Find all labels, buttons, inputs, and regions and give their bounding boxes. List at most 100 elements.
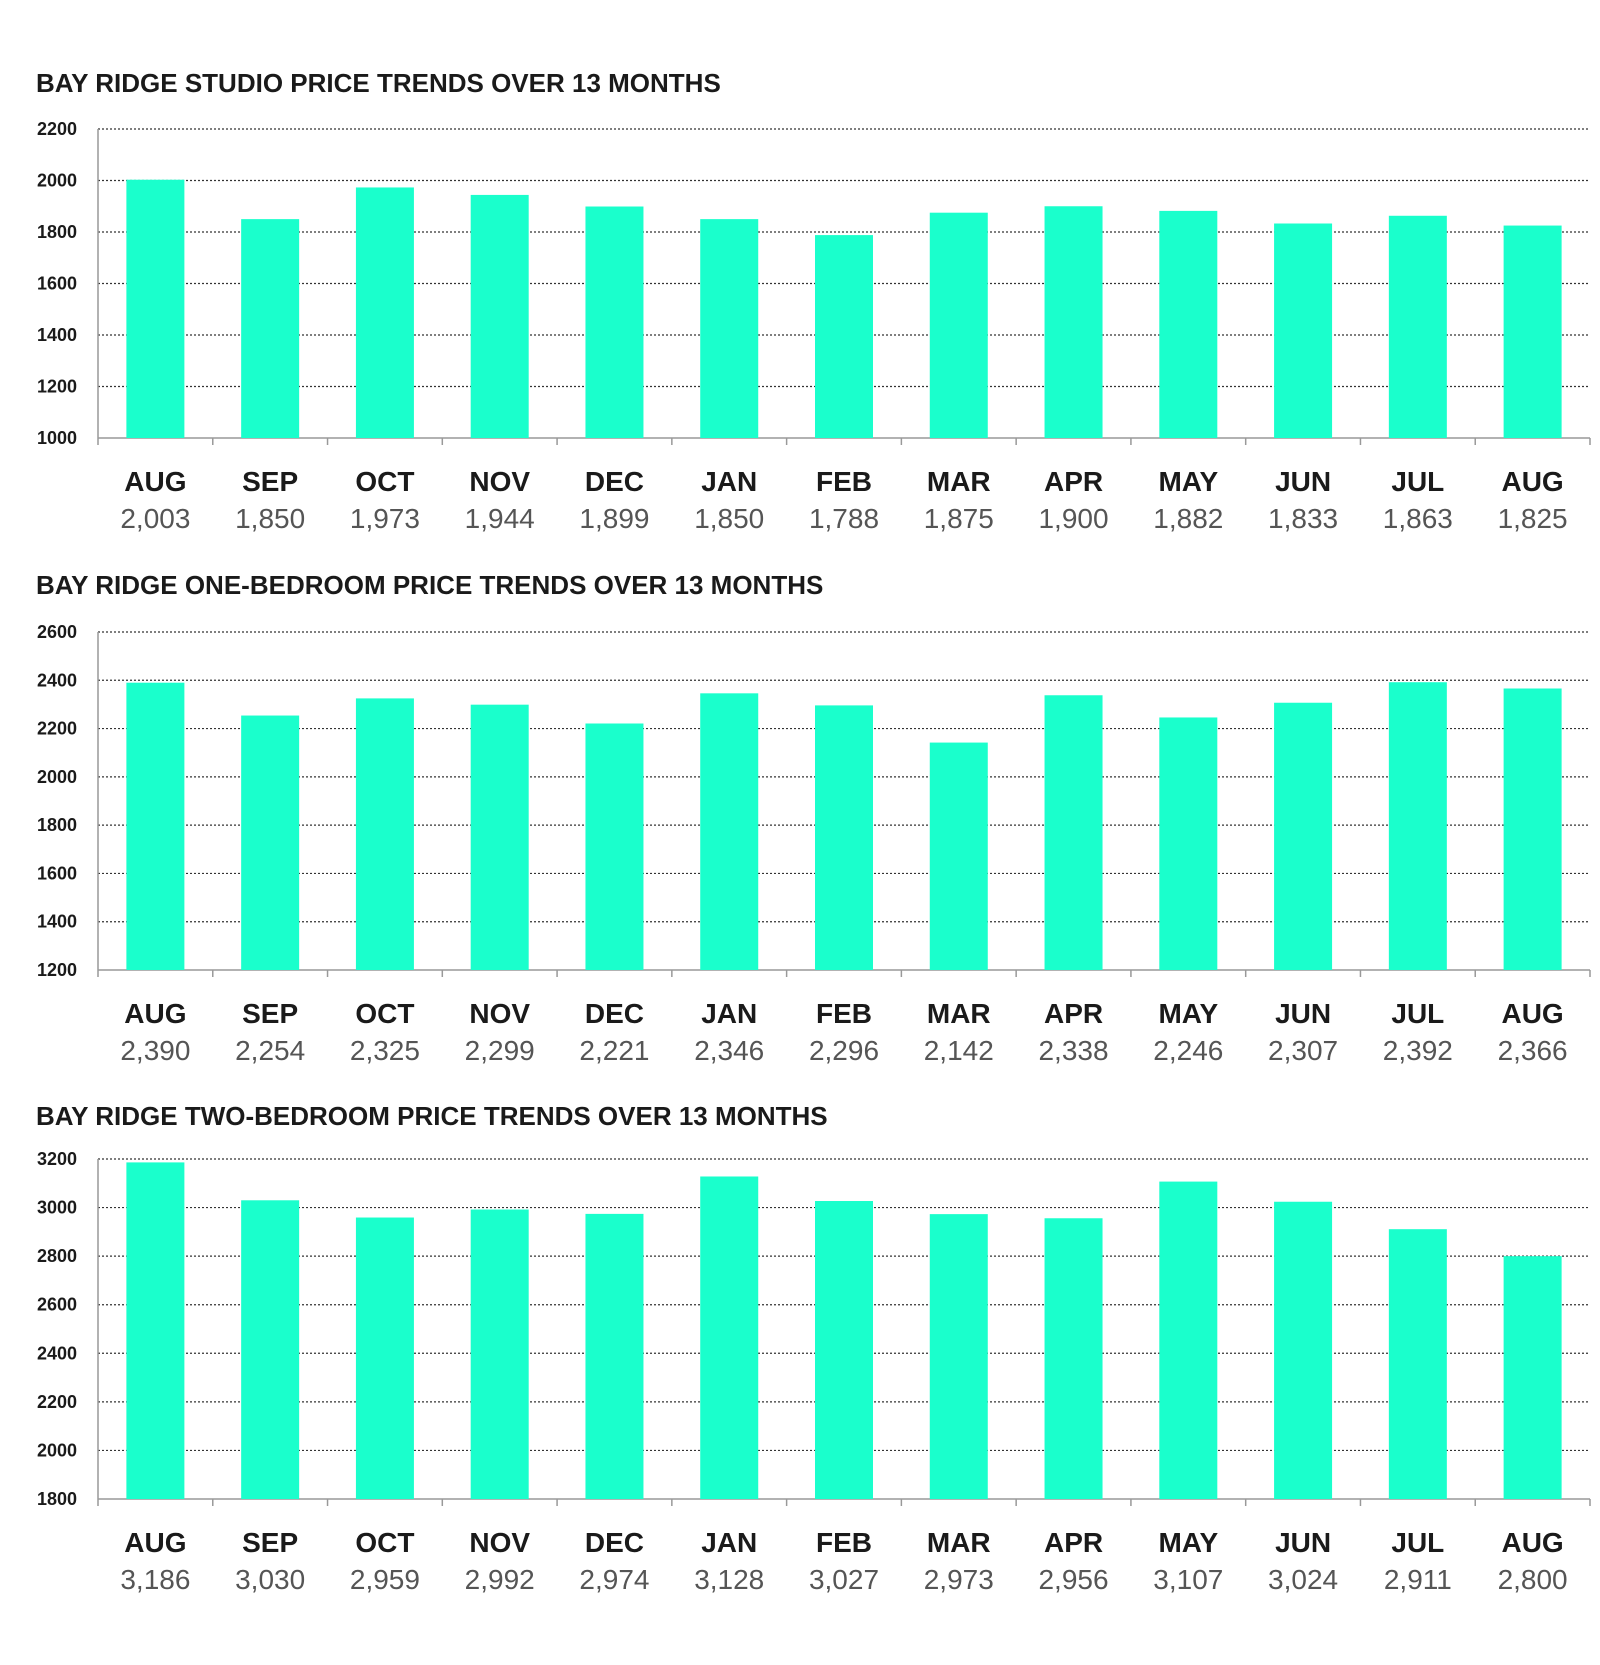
bar-dec xyxy=(585,206,644,438)
value-label: 1,882 xyxy=(1153,503,1223,534)
bar-dec xyxy=(585,1213,644,1499)
bar-nov xyxy=(470,1209,529,1499)
value-label: 2,366 xyxy=(1498,1035,1568,1066)
value-label: 1,900 xyxy=(1038,503,1108,534)
bar-nov xyxy=(470,194,529,438)
category-label: JUL xyxy=(1391,998,1444,1029)
y-tick-label: 2200 xyxy=(37,719,77,739)
bar-aug xyxy=(126,1162,185,1499)
category-label: AUG xyxy=(124,998,186,1029)
bar-jun xyxy=(1274,1201,1333,1499)
chart-title: BAY RIDGE TWO-BEDROOM PRICE TRENDS OVER … xyxy=(36,1101,828,1131)
bar-dec xyxy=(585,723,644,970)
category-label: AUG xyxy=(124,1527,186,1558)
y-tick-label: 3200 xyxy=(37,1149,77,1169)
category-label: DEC xyxy=(585,466,644,497)
two-bedroom-chart-svg: 3200 3000 2800 2600 2400 2200 2000 1800 AUG 3,186… xyxy=(37,1149,1591,1595)
y-tick-label: 2800 xyxy=(37,1246,77,1266)
y-tick-label: 2000 xyxy=(37,171,77,191)
value-label: 2,974 xyxy=(579,1564,649,1595)
chart-title: BAY RIDGE ONE-BEDROOM PRICE TRENDS OVER … xyxy=(36,570,824,600)
category-label: AUG xyxy=(1501,998,1563,1029)
category-label: MAY xyxy=(1158,998,1218,1029)
bar-jul xyxy=(1388,215,1447,438)
value-label: 2,956 xyxy=(1038,1564,1108,1595)
category-label: JUL xyxy=(1391,1527,1444,1558)
category-label: APR xyxy=(1044,1527,1103,1558)
bar-feb xyxy=(815,1201,873,1499)
category-label: AUG xyxy=(1501,1527,1563,1558)
y-tick-label: 1600 xyxy=(37,274,77,294)
category-label: FEB xyxy=(816,1527,872,1558)
value-label: 3,030 xyxy=(235,1564,305,1595)
category-label: SEP xyxy=(242,998,298,1029)
y-tick-label: 1800 xyxy=(37,1489,77,1509)
category-label: NOV xyxy=(469,998,530,1029)
value-label: 2,299 xyxy=(465,1035,535,1066)
bar-sep xyxy=(241,715,300,970)
y-tick-label: 2000 xyxy=(37,1440,77,1460)
category-label: MAR xyxy=(927,1527,991,1558)
value-label: 2,296 xyxy=(809,1035,879,1066)
bar-mar xyxy=(929,1214,988,1499)
bar-jan xyxy=(700,1176,759,1499)
value-label: 2,307 xyxy=(1268,1035,1338,1066)
value-label: 2,254 xyxy=(235,1035,305,1066)
value-label: 1,833 xyxy=(1268,503,1338,534)
category-label: JUN xyxy=(1275,998,1331,1029)
one-bedroom-chart-svg: 2600 2400 2200 2000 1800 1600 1400 1200 AUG 2,390… xyxy=(37,622,1591,1066)
y-tick-label: 1800 xyxy=(37,222,77,242)
bar-sep xyxy=(241,219,300,438)
category-label: JUN xyxy=(1275,466,1331,497)
category-label: NOV xyxy=(469,466,530,497)
value-label: 1,850 xyxy=(694,503,764,534)
category-label: MAY xyxy=(1158,466,1218,497)
category-label: APR xyxy=(1044,466,1103,497)
category-label: SEP xyxy=(242,466,298,497)
value-label: 2,346 xyxy=(694,1035,764,1066)
value-label: 2,221 xyxy=(579,1035,649,1066)
category-label: APR xyxy=(1044,998,1103,1029)
y-tick-label: 3000 xyxy=(37,1198,77,1218)
value-label: 1,850 xyxy=(235,503,305,534)
value-label: 2,392 xyxy=(1383,1035,1453,1066)
category-label: NOV xyxy=(469,1527,530,1558)
value-label: 1,825 xyxy=(1498,503,1568,534)
y-tick-label: 1400 xyxy=(37,325,77,345)
value-label: 1,863 xyxy=(1383,503,1453,534)
bar-aug xyxy=(126,682,185,970)
y-tick-label: 2000 xyxy=(37,767,77,787)
category-label: FEB xyxy=(816,466,872,497)
bar-jul xyxy=(1388,682,1447,970)
y-tick-label: 2600 xyxy=(37,1295,77,1315)
bar-may xyxy=(1159,717,1218,970)
category-label: MAY xyxy=(1158,1527,1218,1558)
value-label: 1,944 xyxy=(465,503,535,534)
y-tick-label: 2600 xyxy=(37,622,77,642)
chart-title: BAY RIDGE STUDIO PRICE TRENDS OVER 13 MO… xyxy=(36,68,721,98)
category-label: JAN xyxy=(701,998,757,1029)
y-tick-label: 1200 xyxy=(37,377,77,397)
bar-oct xyxy=(355,698,414,970)
bar-jan xyxy=(700,693,759,970)
y-tick-label: 2400 xyxy=(37,1343,77,1363)
bar-feb xyxy=(815,235,873,438)
category-label: JAN xyxy=(701,466,757,497)
bar-jun xyxy=(1274,223,1333,438)
category-label: JAN xyxy=(701,1527,757,1558)
bar-sep xyxy=(241,1200,300,1499)
value-label: 3,027 xyxy=(809,1564,879,1595)
bar-may xyxy=(1159,1181,1218,1499)
studio-chart-svg: 2200 2000 1800 1600 1400 1200 1000 AUG 2,003 SEP 1… xyxy=(37,119,1591,534)
value-label: 2,003 xyxy=(120,503,190,534)
value-label: 2,390 xyxy=(120,1035,190,1066)
bar-nov xyxy=(470,704,529,970)
value-label: 1,973 xyxy=(350,503,420,534)
value-label: 2,800 xyxy=(1498,1564,1568,1595)
category-label: OCT xyxy=(355,466,414,497)
bar-jun xyxy=(1274,702,1333,970)
value-label: 2,959 xyxy=(350,1564,420,1595)
y-tick-label: 2200 xyxy=(37,1392,77,1412)
y-tick-label: 1600 xyxy=(37,863,77,883)
bar-may xyxy=(1159,210,1218,438)
